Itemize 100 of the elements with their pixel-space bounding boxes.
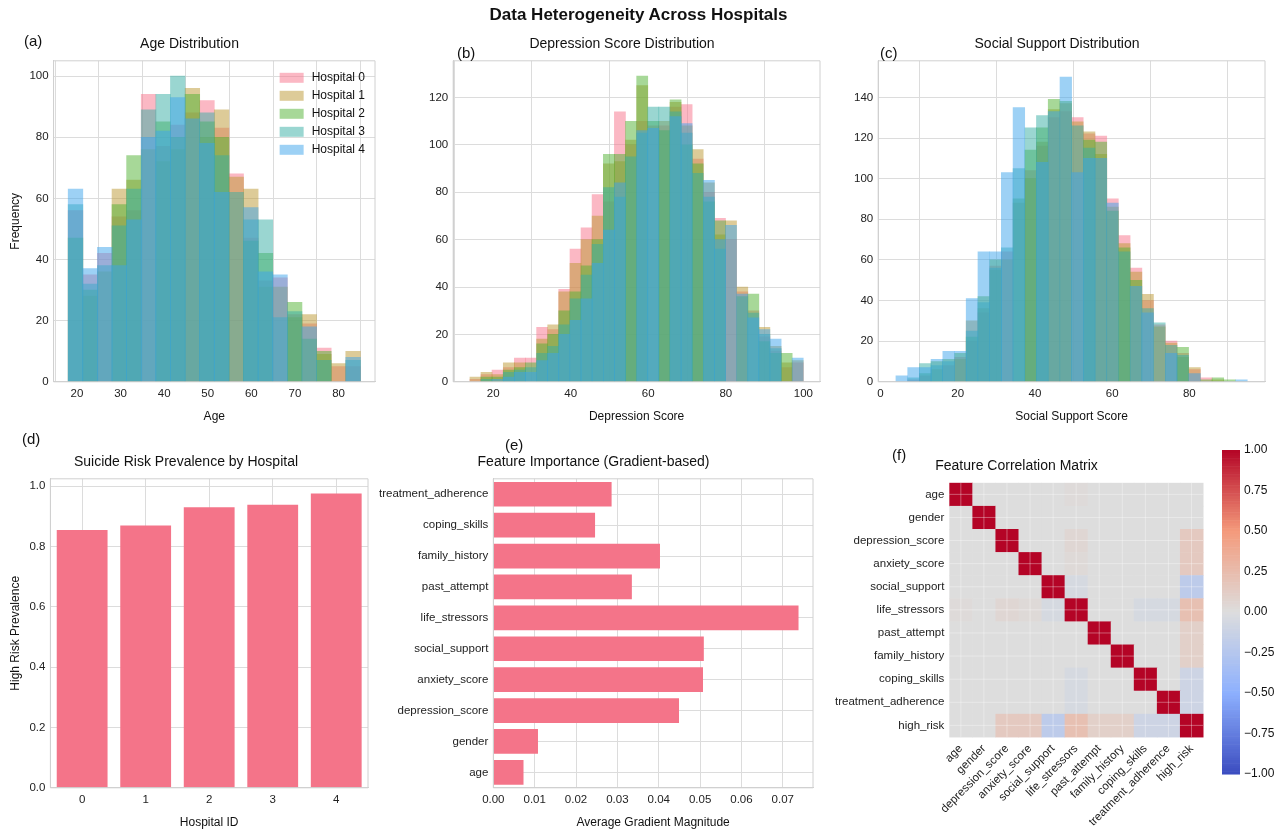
x-tick-label: 40 <box>1028 386 1042 399</box>
chart-title: Suicide Risk Prevalence by Hospital <box>73 453 299 470</box>
x-tick-label: 60 <box>244 386 258 399</box>
y-tick-label: family_history <box>418 549 489 562</box>
y-tick-label: 0.6 <box>29 599 46 612</box>
y-tick-label: 0 <box>866 374 874 387</box>
y-axis-title: High Risk Prevalence <box>7 575 22 691</box>
y-tick-label: 20 <box>860 334 874 347</box>
x-tick-label: 0.03 <box>606 792 629 805</box>
y-tick-label: anxiety_score <box>417 672 489 685</box>
x-tick-label: 0.01 <box>523 792 546 805</box>
y-tick-label: 0.0 <box>29 780 46 793</box>
legend-label: Hospital 4 <box>311 142 366 157</box>
x-tick-label: 0.02 <box>564 792 588 805</box>
x-axis-title: Depression Score <box>588 409 685 424</box>
y-tick-label: 20 <box>435 327 449 340</box>
color-bar-label: 0.00 <box>1244 604 1268 619</box>
x-tick-label: 0.06 <box>730 792 753 805</box>
color-bar-label: 0.25 <box>1244 563 1268 578</box>
color-bar-label: −0.50 <box>1244 685 1275 700</box>
y-tick-label: 0 <box>42 374 49 387</box>
x-tick-label: 80 <box>332 386 345 399</box>
y-tick-label: 60 <box>35 191 49 204</box>
y-tick-label: social_support <box>870 579 946 592</box>
chart-title: Social Support Distribution <box>974 35 1140 52</box>
y-tick-label: 0.4 <box>29 660 46 673</box>
y-tick-label: 20 <box>35 313 49 326</box>
x-tick-label: 3 <box>269 792 276 805</box>
chart-title: Feature Correlation Matrix <box>935 457 1098 474</box>
y-tick-label: 100 <box>854 171 874 184</box>
text: (f) <box>892 446 907 463</box>
x-tick-label: 4 <box>333 792 341 805</box>
text: (d) <box>22 430 41 447</box>
legend-label: Hospital 1 <box>311 88 366 103</box>
x-tick-label: 0.05 <box>688 792 712 805</box>
y-tick-label: 0 <box>441 374 449 387</box>
text: (a) <box>24 32 43 49</box>
y-tick-label: 40 <box>35 252 49 265</box>
y-tick-label: social_support <box>414 641 490 654</box>
x-tick-label: 70 <box>288 386 302 399</box>
x-tick-label: 80 <box>719 386 733 399</box>
x-tick-label: 1 <box>142 792 149 805</box>
y-tick-label: coping_skills <box>879 672 945 685</box>
y-tick-label: coping_skills <box>423 518 489 531</box>
y-tick-label: 80 <box>435 185 449 198</box>
legend-label: Hospital 0 <box>311 70 366 85</box>
x-tick-label: 20 <box>951 386 965 399</box>
y-tick-label: family_history <box>874 649 945 662</box>
text: (e) <box>505 436 524 453</box>
x-axis-title: Age <box>203 409 226 424</box>
y-tick-label: 0.8 <box>29 539 46 552</box>
y-axis-title: Frequency <box>7 192 22 250</box>
legend-label: Hospital 2 <box>311 106 366 121</box>
color-bar-label: −0.75 <box>1244 725 1275 740</box>
y-tick-label: 120 <box>429 90 449 103</box>
y-tick-label: 0.2 <box>29 720 46 733</box>
y-tick-label: 60 <box>860 253 874 266</box>
y-tick-label: high_risk <box>898 718 945 731</box>
y-tick-label: past_attempt <box>877 626 946 639</box>
y-tick-label: depression_score <box>853 533 945 546</box>
y-tick-label: 80 <box>35 130 49 143</box>
y-tick-label: 100 <box>29 69 49 82</box>
y-tick-label: life_stressors <box>876 603 945 616</box>
text: Data Heterogeneity Across Hospitals <box>488 5 789 25</box>
y-tick-label: gender <box>908 510 945 523</box>
color-bar-label: 1.00 <box>1244 442 1268 457</box>
x-tick-label: 60 <box>1105 386 1119 399</box>
y-tick-label: anxiety_score <box>873 556 945 569</box>
color-bar-label: −1.00 <box>1244 766 1275 781</box>
x-tick-label: 40 <box>564 386 578 399</box>
y-tick-label: depression_score <box>397 703 489 716</box>
x-axis-title: Social Support Score <box>1015 409 1129 424</box>
x-tick-label: 60 <box>641 386 655 399</box>
y-tick-label: 60 <box>435 232 449 245</box>
x-tick-label: 50 <box>201 386 215 399</box>
annotation: (b) <box>457 44 476 61</box>
y-tick-label: treatment_adherence <box>378 487 489 500</box>
x-tick-label: 0.00 <box>482 792 505 805</box>
chart-title: Feature Importance (Gradient-based) <box>477 453 710 470</box>
text: (c) <box>880 44 898 61</box>
color-bar-label: 0.75 <box>1244 482 1268 497</box>
y-tick-label: 1.0 <box>29 479 46 492</box>
x-axis-title: Average Gradient Magnitude <box>576 815 731 830</box>
y-tick-label: 100 <box>429 138 449 151</box>
legend-label: Hospital 3 <box>311 124 366 139</box>
x-tick-label: 100 <box>793 386 813 399</box>
y-tick-label: 120 <box>854 131 874 144</box>
x-tick-label: 80 <box>1182 386 1196 399</box>
x-tick-label: 30 <box>114 386 127 399</box>
x-tick-label: 0.07 <box>771 792 795 805</box>
x-tick-label: 40 <box>157 386 171 399</box>
x-tick-label: 0 <box>78 792 86 805</box>
x-axis-title: Hospital ID <box>179 815 239 830</box>
color-bar-label: 0.50 <box>1244 523 1268 538</box>
y-tick-label: 40 <box>860 293 874 306</box>
x-tick-label: 0.04 <box>647 792 671 805</box>
y-tick-label: 80 <box>860 212 874 225</box>
y-tick-label: 40 <box>435 280 449 293</box>
chart-title: Depression Score Distribution <box>529 35 715 52</box>
color-bar-label: −0.25 <box>1244 644 1275 659</box>
